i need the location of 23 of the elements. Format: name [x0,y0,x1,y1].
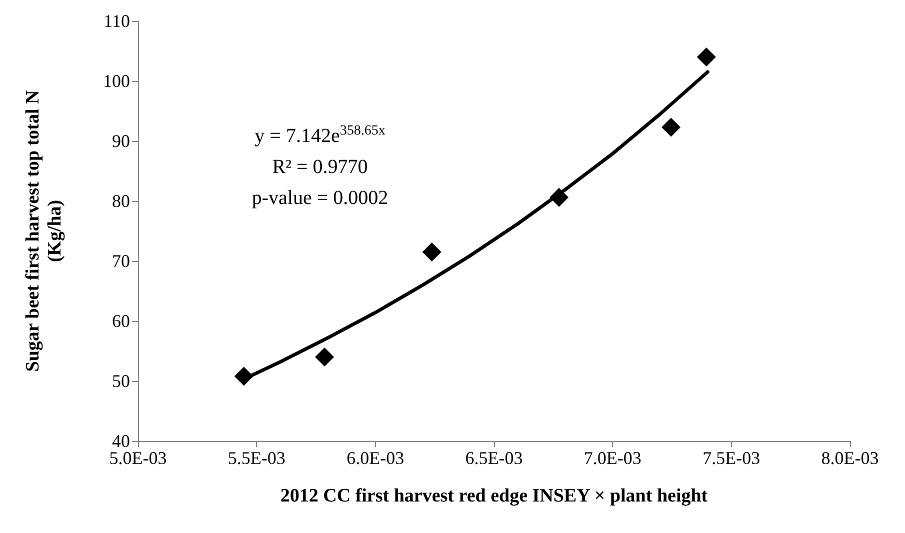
y-tick-label: 60 [112,311,130,331]
x-tick-label: 6.5E-03 [465,448,523,468]
annotation: R² = 0.9770 [272,156,368,178]
y-tick-label: 70 [112,251,130,271]
x-tick-label: 7.0E-03 [584,448,642,468]
point [315,348,334,366]
annotation: p-value = 0.0002 [252,187,388,209]
x-tick-label: 7.5E-03 [702,448,760,468]
y-axis-title: Sugar beet first harvest top total N (Kg/ha) [22,90,66,372]
y-tick-label: 40 [112,431,130,451]
x-tick-label: 5.5E-03 [228,448,286,468]
y-tick-label: 50 [112,371,130,391]
x-tick-label: 6.0E-03 [346,448,404,468]
x-axis-title: 2012 CC first harvest red edge INSEY × plant height [280,486,708,506]
y-tick-label: 110 [104,11,130,31]
y-tick-label: 90 [112,131,130,151]
point [696,48,716,66]
x-tick-label: 5.0E-03 [109,448,167,468]
point [662,118,681,137]
y-tick-label: 100 [103,71,130,91]
point [422,242,442,262]
x-tick-label: 8.0E-03 [821,448,879,468]
y-tick-label: 80 [112,191,130,211]
